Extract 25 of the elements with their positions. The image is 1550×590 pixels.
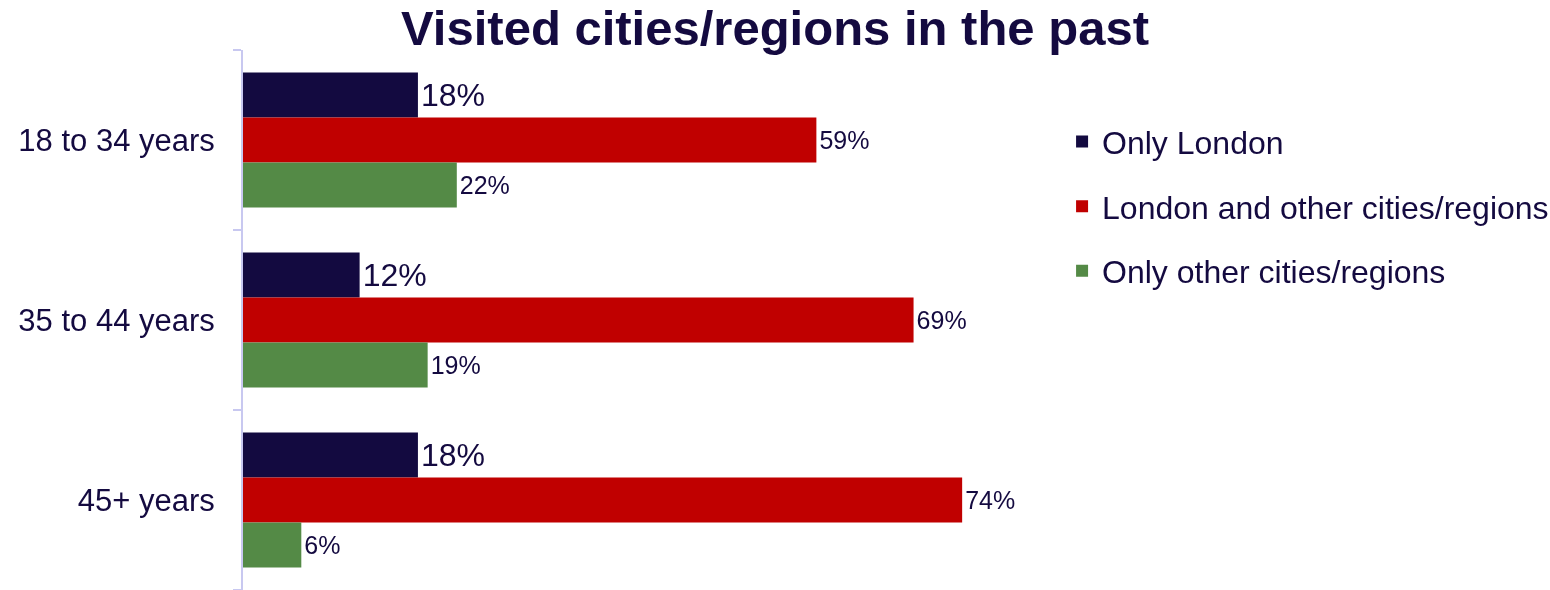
bar <box>243 162 457 208</box>
data-label: 18% <box>420 437 485 473</box>
legend-label: Only London <box>1102 125 1284 162</box>
data-label: 6% <box>304 531 341 559</box>
bar <box>243 477 963 523</box>
data-label: 74% <box>965 486 1016 514</box>
legend-label: Only other cities/regions <box>1102 254 1446 291</box>
bar <box>243 252 360 298</box>
data-label: 12% <box>362 257 427 293</box>
data-label: 59% <box>819 126 870 154</box>
y-tick-label: 35 to 44 years <box>18 302 215 338</box>
bar <box>243 72 418 118</box>
bar <box>243 117 817 163</box>
legend-label: London and other cities/regions <box>1102 189 1549 226</box>
bar <box>243 297 914 343</box>
data-label: 22% <box>459 171 510 199</box>
chart-title: Visited cities/regions in the past <box>401 1 1149 56</box>
bar <box>243 522 302 568</box>
y-tick-label: 18 to 34 years <box>18 122 215 158</box>
bar <box>243 432 418 478</box>
data-label: 69% <box>916 306 967 334</box>
data-label: 18% <box>420 77 485 113</box>
bar <box>243 342 428 388</box>
y-tick-label: 45+ years <box>77 482 215 518</box>
data-label: 19% <box>430 351 481 379</box>
